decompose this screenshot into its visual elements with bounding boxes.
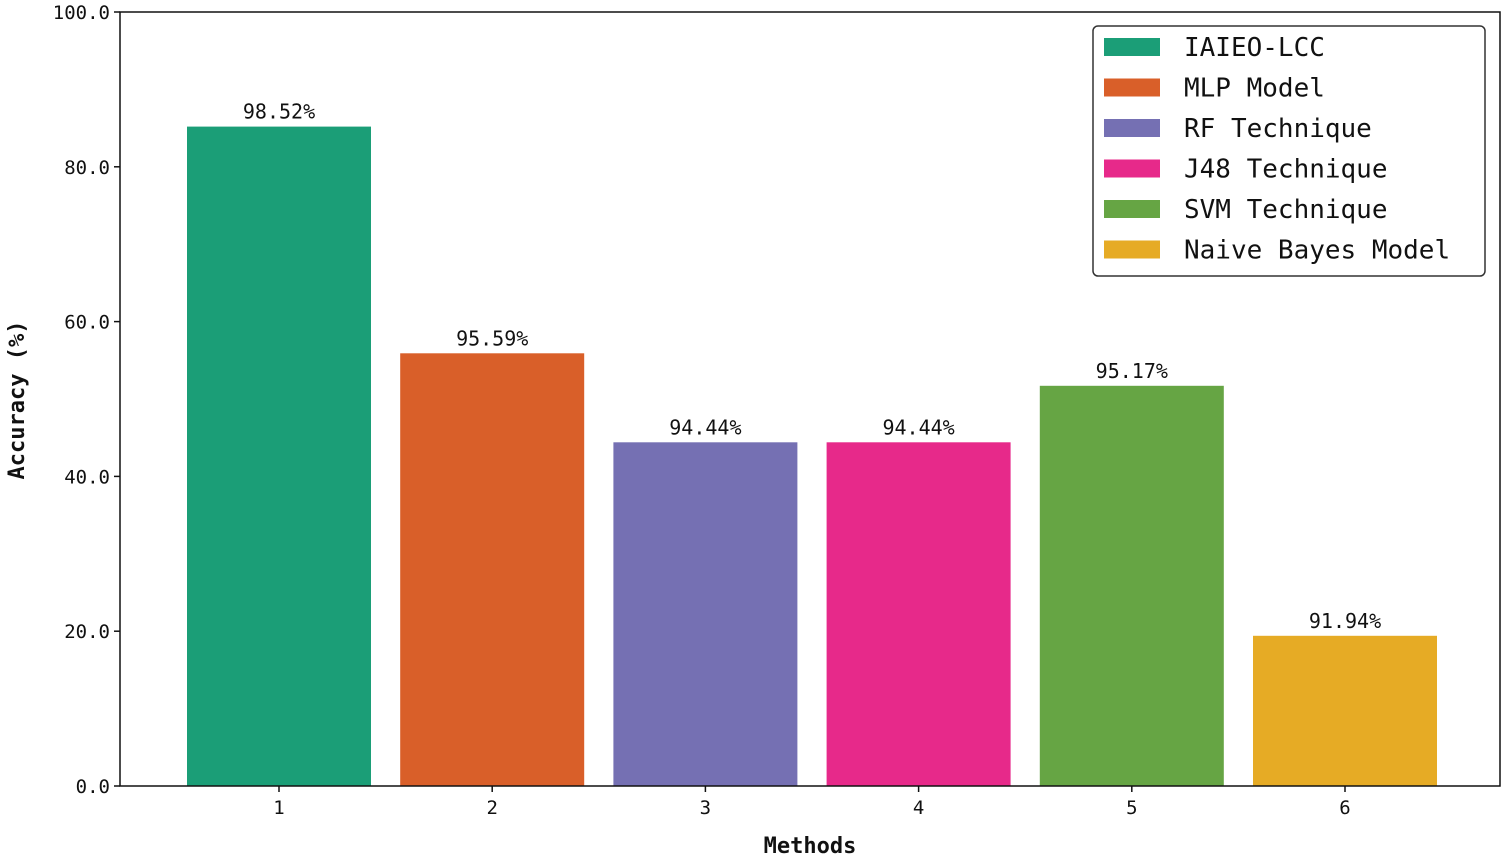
- bars-layer: [187, 126, 1437, 787]
- legend-entry-label: Naive Bayes Model: [1184, 236, 1450, 266]
- x-tick-label-2: 2: [486, 797, 497, 819]
- y-tick-label: 60.0: [64, 312, 110, 334]
- y-axis-title: Accuracy (%): [5, 321, 30, 480]
- bar-value-label-6: 91.94%: [1309, 609, 1381, 633]
- x-tick-label-4: 4: [913, 797, 924, 819]
- legend-entry-label: SVM Technique: [1184, 195, 1388, 225]
- legend-swatch: [1104, 119, 1160, 137]
- y-tick-label: 100.0: [53, 2, 110, 24]
- plot-frame: [119, 11, 1501, 787]
- bar-value-label-4: 94.44%: [882, 415, 954, 439]
- y-tick-label: 40.0: [64, 466, 110, 488]
- legend-box: [1092, 25, 1486, 277]
- legend-swatch: [1104, 159, 1160, 178]
- x-tick-label-1: 1: [273, 797, 284, 819]
- x-tick-label-6: 6: [1339, 797, 1350, 819]
- y-tick-label: 0.0: [76, 776, 110, 798]
- labels-layer: 98.52% 95.59% 94.44% 94.44% 95.17% 91.94%: [243, 100, 1381, 633]
- legend-swatch: [1104, 78, 1160, 97]
- legend-swatch: [1104, 240, 1160, 259]
- y-tick-label: 80.0: [64, 157, 110, 179]
- bar-1: [187, 126, 371, 787]
- legend-entry-label: MLP Model: [1184, 74, 1325, 104]
- bar-value-label-2: 95.59%: [456, 326, 528, 350]
- x-tick-label-3: 3: [700, 797, 711, 819]
- x-axis-title: Methods: [764, 834, 857, 857]
- legend-swatch: [1104, 38, 1160, 56]
- bar-value-label-1: 98.52%: [243, 100, 315, 124]
- bar-value-label-5: 95.17%: [1096, 359, 1168, 383]
- legend-swatch: [1104, 200, 1160, 218]
- x-tick-label-5: 5: [1126, 797, 1137, 819]
- bar-3: [613, 442, 798, 786]
- bar-value-label-3: 94.44%: [669, 415, 741, 439]
- y-tick-label: 20.0: [64, 621, 110, 643]
- bar-4: [826, 442, 1011, 786]
- bar-2: [400, 353, 585, 786]
- legend-entry-label: J48 Technique: [1184, 155, 1388, 185]
- legend: IAIEO-LCC MLP Model RF Technique J48 Techni…: [1092, 25, 1486, 277]
- bar-5: [1039, 385, 1224, 786]
- legend-entry-label: RF Technique: [1184, 114, 1372, 144]
- bar-6: [1253, 635, 1437, 786]
- legend-entry-label: IAIEO-LCC: [1184, 33, 1325, 63]
